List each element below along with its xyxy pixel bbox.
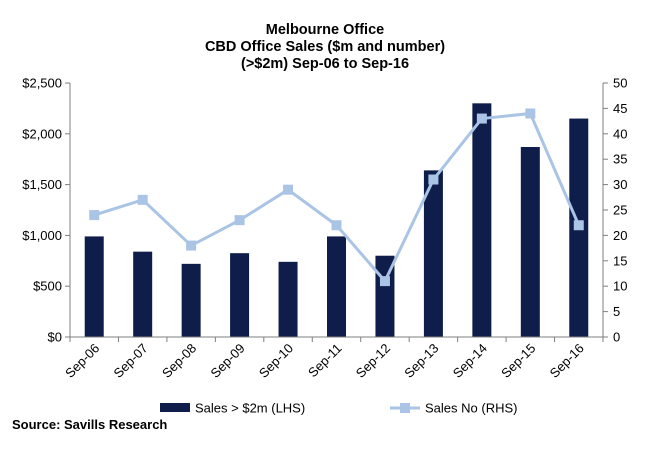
marker-sep-07 [137, 194, 148, 205]
y-right-tick-label: 10 [613, 279, 627, 294]
marker-sep-10 [283, 184, 294, 195]
x-tick-label: Sep-14 [450, 341, 490, 381]
y-right-tick-label: 45 [613, 101, 627, 116]
y-left-tick-label: $1,500 [22, 177, 62, 192]
y-right-tick-label: 15 [613, 253, 627, 268]
x-tick-label: Sep-13 [401, 341, 441, 381]
y-right-tick-label: 30 [613, 177, 627, 192]
marker-sep-06 [89, 210, 100, 221]
bar-sep-06 [84, 236, 104, 337]
bar-sep-09 [230, 253, 250, 337]
legend-swatch-bars [160, 403, 190, 412]
marker-sep-16 [573, 220, 584, 231]
x-tick-label: Sep-15 [498, 341, 538, 381]
x-tick-label: Sep-07 [111, 341, 151, 381]
source-note: Source: Savills Research [12, 417, 168, 432]
y-left-tick-label: $1,000 [22, 228, 62, 243]
y-left-tick-label: $0 [48, 330, 62, 345]
bar-sep-11 [327, 236, 346, 337]
marker-sep-13 [428, 174, 439, 185]
marker-sep-11 [331, 220, 342, 231]
x-tick-label: Sep-10 [256, 341, 296, 381]
y-right-tick-label: 0 [613, 330, 620, 345]
y-left-tick-label: $2,000 [22, 126, 62, 141]
legend-label-line: Sales No (RHS) [425, 401, 517, 416]
x-tick-label: Sep-08 [159, 341, 199, 381]
y-right-tick-label: 40 [613, 126, 627, 141]
bar-sep-14 [472, 103, 492, 337]
x-tick-label: Sep-11 [305, 341, 345, 381]
bar-sep-13 [423, 170, 443, 337]
marker-sep-12 [379, 276, 390, 287]
chart-title: Melbourne Office CBD Office Sales ($m an… [0, 22, 650, 73]
x-tick-label: Sep-12 [353, 341, 393, 381]
y-right-tick-label: 25 [613, 203, 627, 218]
y-right-tick-label: 5 [613, 304, 620, 319]
y-right-tick-label: 50 [613, 76, 627, 91]
y-right-tick-label: 35 [613, 152, 627, 167]
marker-sep-09 [234, 215, 245, 226]
bar-sep-10 [278, 261, 298, 337]
legend-label-bars: Sales > $2m (LHS) [195, 401, 305, 416]
y-left-tick-label: $500 [33, 279, 62, 294]
y-left-tick-label: $2,500 [22, 76, 62, 91]
x-tick-label: Sep-06 [62, 341, 102, 381]
marker-sep-15 [525, 108, 536, 119]
x-tick-label: Sep-16 [547, 341, 587, 381]
bar-sep-07 [133, 251, 153, 337]
title-line-3: (>$2m) Sep-06 to Sep-16 [240, 56, 410, 72]
bar-sep-08 [181, 263, 201, 337]
marker-sep-08 [186, 240, 197, 251]
title-line-2: CBD Office Sales ($m and number) [204, 39, 446, 55]
bar-sep-15 [520, 147, 540, 337]
legend-swatch-marker [400, 403, 410, 413]
title-line-1: Melbourne Office [265, 22, 385, 38]
marker-sep-14 [476, 113, 487, 124]
y-right-tick-label: 20 [613, 228, 627, 243]
x-tick-label: Sep-09 [207, 341, 247, 381]
